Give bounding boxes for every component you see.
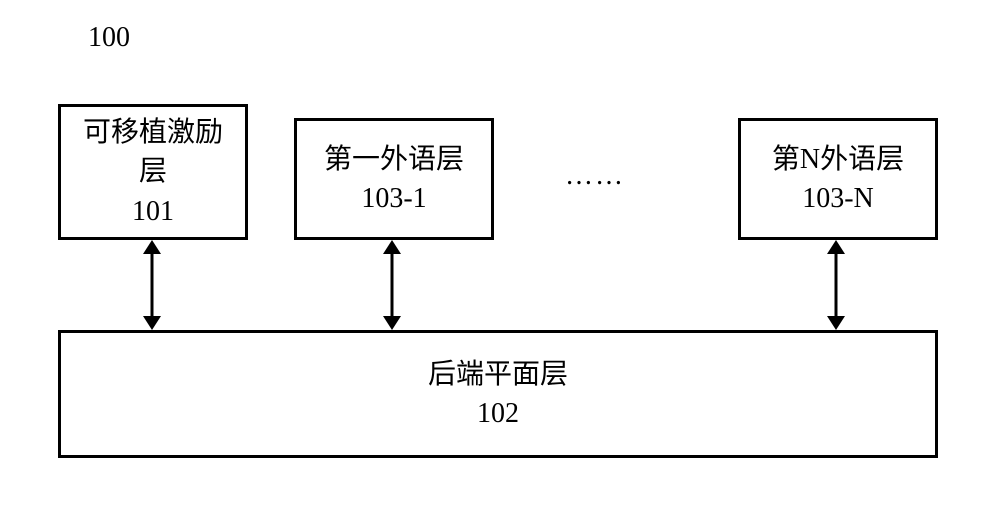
node-portable-stimulus-layer: 可移植激励 层 101 (58, 104, 248, 240)
node-nth-foreign-language-layer: 第N外语层 103-N (738, 118, 938, 240)
node-101-title-line1: 可移植激励 (83, 113, 223, 152)
ellipsis: …… (565, 160, 625, 192)
arrow-103-n-to-102 (819, 240, 853, 330)
arrow-101-to-102 (135, 240, 169, 330)
node-102-refnum: 102 (477, 394, 519, 433)
node-102-title: 后端平面层 (428, 355, 568, 394)
node-101-title-line2: 层 (139, 152, 167, 191)
arrow-103-1-to-102 (375, 240, 409, 330)
node-103-1-title: 第一外语层 (324, 140, 464, 179)
node-backend-plane-layer: 后端平面层 102 (58, 330, 938, 458)
node-first-foreign-language-layer: 第一外语层 103-1 (294, 118, 494, 240)
node-103-1-refnum: 103-1 (361, 179, 426, 218)
node-101-refnum: 101 (132, 192, 174, 231)
node-103-n-refnum: 103-N (802, 179, 874, 218)
node-103-n-title: 第N外语层 (772, 140, 904, 179)
figure-id-label: 100 (88, 22, 130, 54)
